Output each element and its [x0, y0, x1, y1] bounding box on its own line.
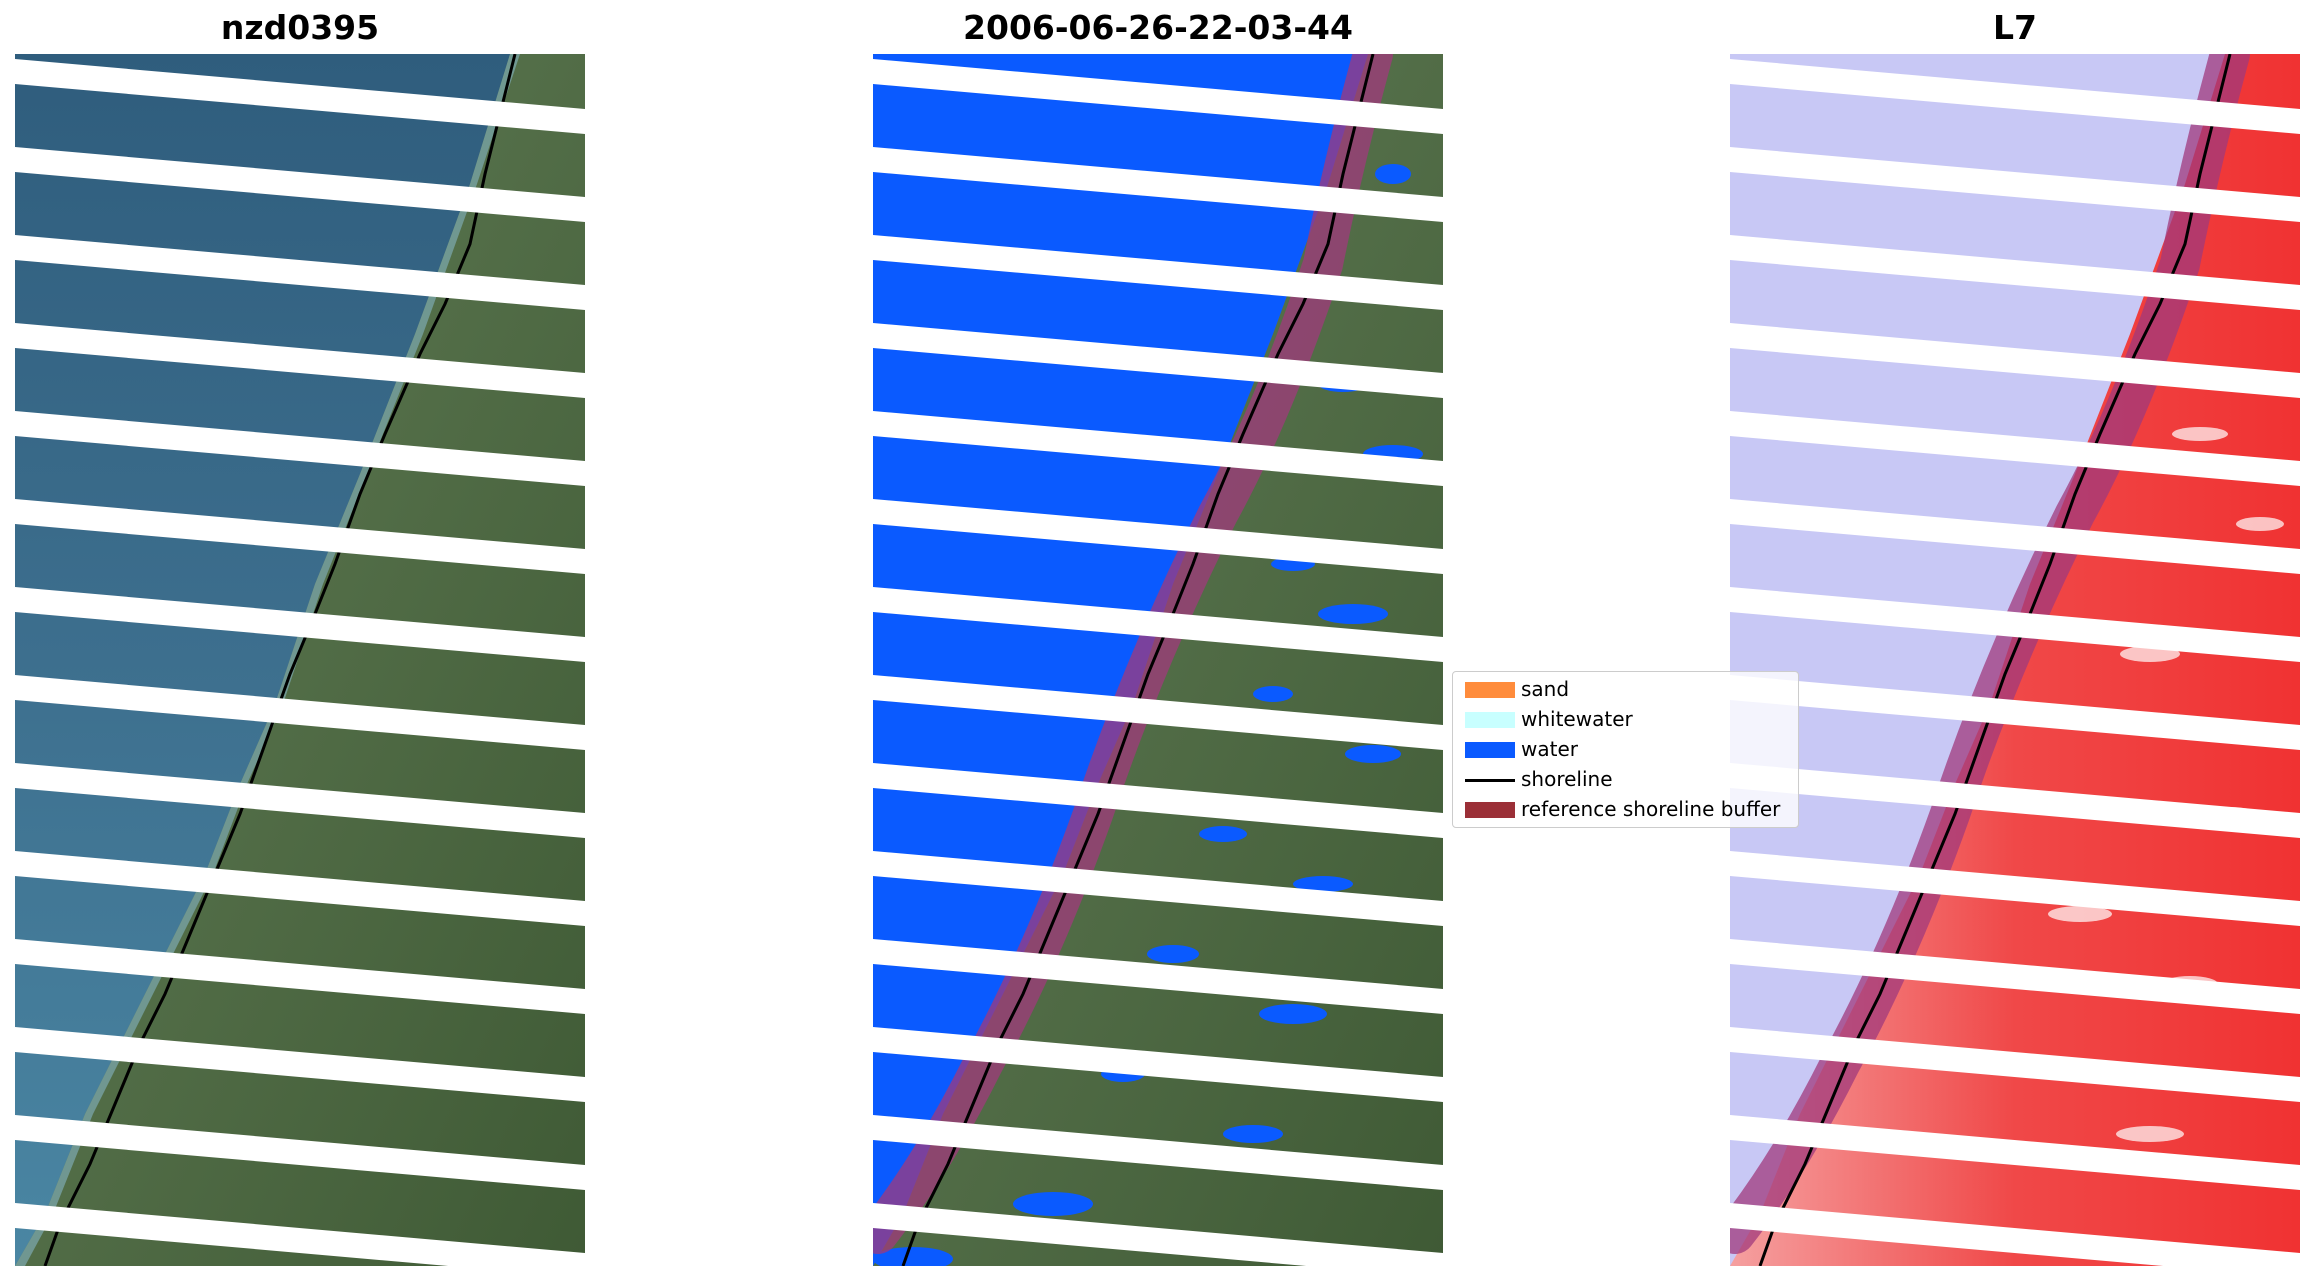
panel-title-1: nzd0395 — [220, 8, 380, 47]
legend-swatch-water — [1465, 742, 1515, 758]
legend-label-reference-buffer: reference shoreline buffer — [1521, 797, 1781, 821]
rgb-image — [15, 54, 585, 1266]
legend-item-whitewater: whitewater — [1453, 704, 1798, 734]
legend-swatch-reference-buffer — [1465, 802, 1515, 818]
legend-item-water: water — [1453, 734, 1798, 764]
legend-label-whitewater: whitewater — [1521, 707, 1633, 731]
classification-panel — [873, 54, 1443, 1266]
index-panel — [1730, 54, 2300, 1266]
legend: sand whitewater water shoreline referenc… — [1452, 671, 1799, 828]
legend-item-shoreline: shoreline — [1453, 764, 1798, 794]
gap-stripes — [15, 59, 585, 1266]
legend-swatch-whitewater — [1465, 712, 1515, 728]
panel-title-2: 2006-06-26-22-03-44 — [963, 8, 1353, 47]
legend-label-water: water — [1521, 737, 1578, 761]
legend-label-shoreline: shoreline — [1521, 767, 1613, 791]
index-image — [1730, 54, 2300, 1266]
classification-image — [873, 54, 1443, 1266]
legend-swatch-sand — [1465, 682, 1515, 698]
legend-item-reference-buffer: reference shoreline buffer — [1453, 794, 1798, 824]
legend-item-sand: sand — [1453, 674, 1798, 704]
rgb-image-panel — [15, 54, 585, 1266]
legend-swatch-shoreline — [1465, 779, 1515, 782]
panel-title-3: L7 — [1993, 8, 2037, 47]
legend-label-sand: sand — [1521, 677, 1570, 701]
